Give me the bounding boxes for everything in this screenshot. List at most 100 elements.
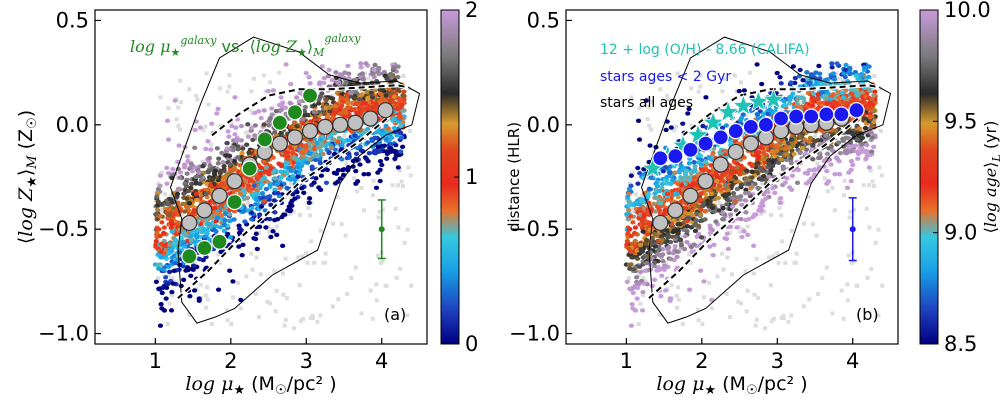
background-point [754,256,759,261]
scatter-point [680,121,686,126]
scatter-point [208,183,214,188]
scatter-point [214,146,220,151]
scatter-point [642,241,649,246]
background-point [752,271,757,276]
background-point [870,179,875,184]
scatter-point [289,198,295,204]
scatter-point [337,176,343,181]
scatter-point [692,164,698,169]
scatter-point [259,191,266,196]
scatter-point [343,81,349,86]
scatter-point [632,225,639,230]
scatter-point [374,129,380,134]
scatter-point [394,132,400,138]
scatter-point [815,96,821,101]
scatter-point [311,110,317,115]
scatter-point [320,151,326,157]
scatter-point [153,279,159,284]
scatter-point [227,191,233,196]
scatter-point [360,77,367,82]
background-point [172,279,177,284]
scatter-point [698,268,704,273]
background-point [297,283,302,288]
scatter-point [185,154,191,159]
scatter-point [395,87,401,93]
scatter-point [288,124,294,130]
scatter-point [671,163,677,169]
scatter-point [630,290,636,296]
background-point [156,181,161,186]
scatter-point [626,227,632,232]
scatter-point [774,70,780,76]
scatter-point [665,245,671,251]
scatter-point [328,145,335,151]
background-point [807,297,812,302]
scatter-point [251,236,257,241]
background-point [378,260,383,265]
background-point [375,253,380,258]
background-point [336,297,341,302]
scatter-point [840,80,846,86]
scatter-point [642,268,648,273]
scatter-point [866,165,872,170]
background-point [677,247,682,252]
scatter-point [160,267,166,272]
scatter-point [189,169,195,174]
background-point [344,161,349,166]
scatter-point [345,105,351,110]
background-point [813,134,818,139]
background-point [666,97,671,102]
scatter-point [302,104,309,110]
scatter-point [376,149,382,154]
scatter-point [260,159,266,164]
scatter-point [785,140,791,146]
scatter-point [734,186,740,192]
scatter-point [685,111,691,116]
scatter-point [357,144,363,149]
background-point [878,128,883,133]
colorbar-ticks-a: 012 [454,0,478,356]
scatter-point [159,306,165,311]
background-point [727,315,732,320]
scatter-point [638,269,644,275]
scatter-point [661,267,667,272]
scatter-point [624,242,630,247]
scatter-point [669,177,676,183]
scatter-point [812,167,818,172]
background-point [716,199,721,204]
scatter-point [160,230,167,236]
scatter-point [778,196,784,201]
background-point [759,211,764,216]
contour-lower [177,115,390,299]
background-point [876,313,881,318]
scatter-point [834,156,840,161]
scatter-point [388,135,395,141]
scatter-point [831,77,838,82]
scatter-point [636,281,642,287]
background-point [265,299,270,304]
background-point [814,145,819,150]
scatter-point [193,191,200,197]
scatter-point [329,78,335,83]
background-point [830,311,835,316]
background-point [832,208,837,213]
background-point [720,251,725,256]
background-point [876,227,881,232]
scatter-point [376,65,382,71]
scatter-point [629,241,636,247]
scatter-point [398,149,404,154]
scatter-point [790,64,796,69]
background-point [864,206,869,211]
scatter-point [631,230,638,236]
scatter-point [692,228,699,234]
background-point [203,293,208,298]
background-point [218,123,223,128]
scatter-point [862,149,868,154]
background-point [678,234,683,239]
background-point [353,265,358,270]
scatter-point [307,81,313,86]
scatter-point [339,157,345,162]
background-point [195,97,200,102]
scatter-point [232,95,238,100]
scatter-point [283,62,289,67]
